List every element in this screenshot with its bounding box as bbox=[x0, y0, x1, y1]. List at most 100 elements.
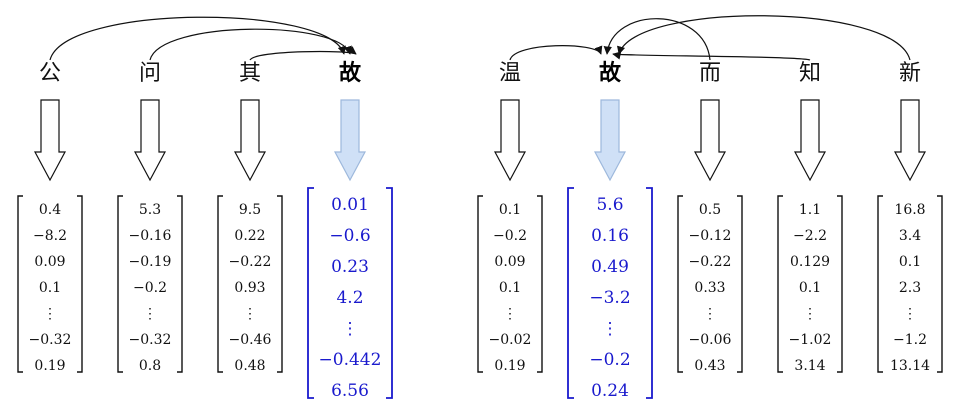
vector-value: 0.8 bbox=[139, 358, 161, 374]
vector-bracket-left bbox=[307, 187, 314, 399]
attention-arc bbox=[509, 45, 603, 61]
vector-value: −1.2 bbox=[893, 332, 927, 348]
vector-value: −0.19 bbox=[129, 254, 172, 270]
vector-value: 5.6 bbox=[596, 195, 623, 215]
vector-bracket-right bbox=[386, 187, 393, 399]
vector-value: 0.1 bbox=[499, 280, 521, 296]
vector-value: 0.23 bbox=[331, 257, 369, 277]
vector-bracket-right bbox=[77, 195, 83, 373]
vector-value: −0.32 bbox=[129, 332, 172, 348]
token-column-0-0: 公 0.4 −8.2 0.09 0.1 ⋮ −0.32 0.19 bbox=[17, 61, 83, 374]
vector-value: 1.1 bbox=[799, 202, 821, 218]
vector-value: −0.22 bbox=[229, 254, 272, 270]
vector-value: ⋮ bbox=[503, 306, 517, 322]
vector-value: 0.22 bbox=[234, 228, 265, 244]
vector-value: ⋮ bbox=[703, 306, 717, 322]
token: 温 bbox=[499, 61, 521, 86]
vector-value: 0.16 bbox=[591, 226, 629, 246]
token: 新 bbox=[899, 61, 921, 86]
vector-bracket-right bbox=[646, 187, 653, 399]
vector-value: ⋮ bbox=[342, 319, 359, 339]
vector-value: ⋮ bbox=[602, 319, 619, 339]
vector-bracket-left bbox=[777, 195, 783, 373]
vector-value: ⋮ bbox=[243, 306, 257, 322]
attention-arcs bbox=[49, 15, 911, 61]
vector-value: 0.09 bbox=[34, 254, 65, 270]
vector-value: −0.46 bbox=[229, 332, 272, 348]
token-column-0-2: 其 9.5 0.22 −0.22 0.93 ⋮ −0.46 0.48 bbox=[217, 61, 283, 374]
vector-value: ⋮ bbox=[803, 306, 817, 322]
token-column-0-1: 问 5.3 −0.16 −0.19 −0.2 ⋮ −0.32 0.8 bbox=[117, 61, 183, 374]
token-column-1-2: 而 0.5 −0.12 −0.22 0.33 ⋮ −0.06 0.43 bbox=[677, 61, 743, 374]
vector-value: 0.49 bbox=[591, 257, 629, 277]
vector-value: 0.19 bbox=[494, 358, 525, 374]
vector-value: −0.2 bbox=[133, 280, 167, 296]
token: 而 bbox=[699, 61, 721, 86]
vector-value: −3.2 bbox=[589, 288, 630, 308]
vector-value: −0.2 bbox=[589, 350, 630, 370]
vector-bracket-left bbox=[567, 187, 574, 399]
embedding-arrow-highlight bbox=[333, 99, 367, 182]
vector-bracket-right bbox=[837, 195, 843, 373]
token: 问 bbox=[139, 61, 161, 86]
embedding-arrow bbox=[693, 99, 727, 182]
attention-arc bbox=[617, 15, 911, 61]
vector-value: 3.14 bbox=[794, 358, 825, 374]
token-target: 故 bbox=[339, 60, 362, 86]
vector-bracket-left bbox=[17, 195, 23, 373]
token-column-1-3: 知 1.1 −2.2 0.129 0.1 ⋮ −1.02 3.14 bbox=[777, 61, 843, 374]
vector-value: −0.06 bbox=[689, 332, 732, 348]
vector-value: ⋮ bbox=[903, 306, 917, 322]
embedding-arrow bbox=[793, 99, 827, 182]
vector-bracket-right bbox=[177, 195, 183, 373]
attention-arc bbox=[49, 16, 346, 61]
embedding-arrow bbox=[33, 99, 67, 182]
vector-value: 5.3 bbox=[139, 202, 161, 218]
vector-bracket-right bbox=[937, 195, 943, 373]
token: 知 bbox=[799, 61, 821, 86]
attention-arc bbox=[249, 46, 357, 61]
attention-arc bbox=[149, 28, 352, 61]
token-column-1-1: 故 5.6 0.16 0.49 −3.2 ⋮ −0.2 0.24 bbox=[567, 60, 653, 401]
vector-value: 0.1 bbox=[39, 280, 61, 296]
vector-value: 0.93 bbox=[234, 280, 265, 296]
vector-value: −0.12 bbox=[689, 228, 732, 244]
vector-value: 0.43 bbox=[694, 358, 725, 374]
vector-value: 6.56 bbox=[331, 381, 369, 401]
vector-value: −0.6 bbox=[329, 226, 370, 246]
embedding-arrow-highlight bbox=[593, 99, 627, 182]
vector-value: −8.2 bbox=[33, 228, 67, 244]
attention-arc bbox=[612, 51, 811, 61]
vector-value: −0.22 bbox=[689, 254, 732, 270]
token-column-0-3: 故 0.01 −0.6 0.23 4.2 ⋮ −0.442 6.56 bbox=[307, 60, 393, 401]
vector-value: 0.129 bbox=[790, 254, 830, 270]
vector-value: 9.5 bbox=[239, 202, 261, 218]
vector-value: 0.48 bbox=[234, 358, 265, 374]
vector-value: 16.8 bbox=[894, 202, 925, 218]
token-columns: 公 0.4 −8.2 0.09 0.1 ⋮ −0.32 0.19 问 5.3 −0.16 −0.19 −… bbox=[17, 60, 943, 401]
vector-bracket-right bbox=[277, 195, 283, 373]
token: 其 bbox=[239, 61, 261, 86]
vector-bracket-left bbox=[217, 195, 223, 373]
vector-value: 3.4 bbox=[899, 228, 921, 244]
attention-arc bbox=[603, 18, 711, 61]
token-column-1-0: 温 0.1 −0.2 0.09 0.1 ⋮ −0.02 0.19 bbox=[477, 61, 543, 374]
embedding-arrow bbox=[133, 99, 167, 182]
token-target: 故 bbox=[599, 60, 622, 86]
vector-value: ⋮ bbox=[43, 306, 57, 322]
vector-value: −1.02 bbox=[789, 332, 832, 348]
vector-value: −0.32 bbox=[29, 332, 72, 348]
vector-bracket-left bbox=[477, 195, 483, 373]
vector-value: 2.3 bbox=[899, 280, 921, 296]
vector-value: −2.2 bbox=[793, 228, 827, 244]
vector-value: 0.09 bbox=[494, 254, 525, 270]
vector-value: 0.24 bbox=[591, 381, 629, 401]
vector-bracket-right bbox=[537, 195, 543, 373]
vector-value: 0.19 bbox=[34, 358, 65, 374]
vector-value: 0.1 bbox=[899, 254, 921, 270]
vector-bracket-right bbox=[737, 195, 743, 373]
vector-bracket-left bbox=[117, 195, 123, 373]
vector-value: 13.14 bbox=[890, 358, 930, 374]
embedding-arrow bbox=[893, 99, 927, 182]
